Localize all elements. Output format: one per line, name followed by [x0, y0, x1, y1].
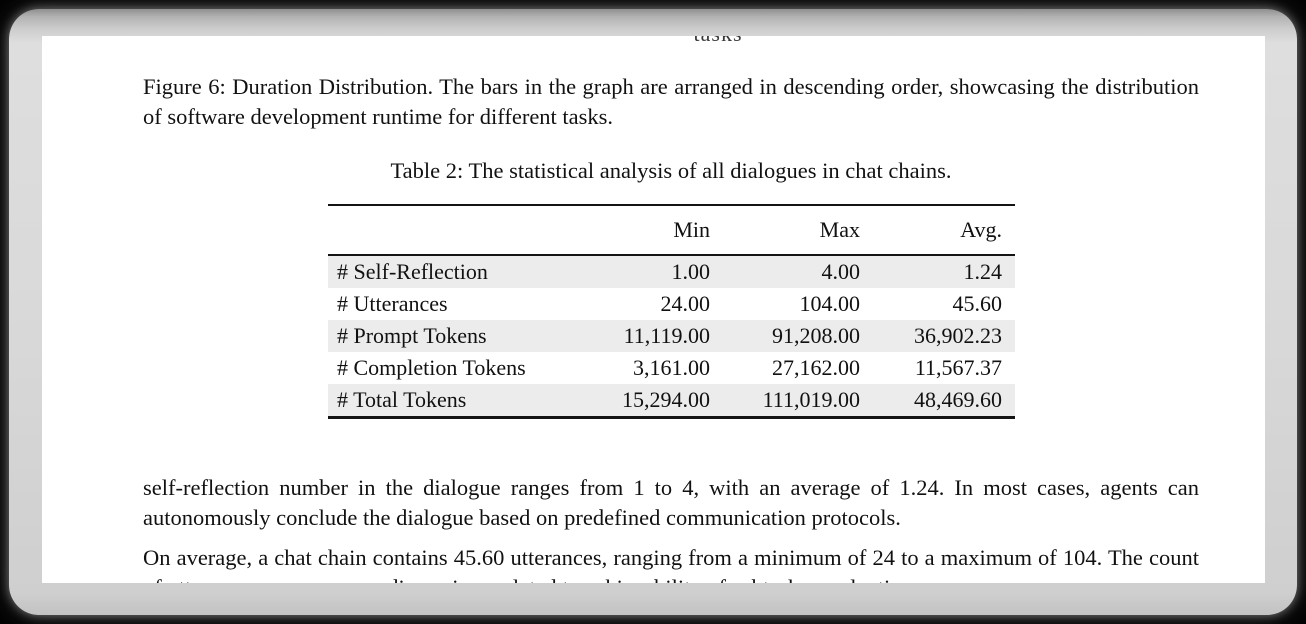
stats-table: Min Max Avg. # Self-Reflection 1.00 4.00… — [328, 204, 1015, 419]
column-header-blank — [328, 205, 568, 256]
table-row: # Utterances 24.00 104.00 45.60 — [328, 288, 1015, 320]
cell-min: 11,119.00 — [623, 323, 710, 348]
clipped-figure-axis-label: tasks — [648, 36, 788, 47]
table-caption: Table 2: The statistical analysis of all… — [390, 158, 952, 183]
cell-min: 24.00 — [660, 291, 711, 316]
table-header-row: Min Max Avg. — [328, 205, 1015, 256]
table-row: # Completion Tokens 3,161.00 27,162.00 1… — [328, 352, 1015, 384]
cell-max: 27,162.00 — [772, 355, 860, 380]
row-label: # Total Tokens — [337, 387, 467, 412]
cell-avg: 45.60 — [952, 291, 1003, 316]
cell-avg: 36,902.23 — [914, 323, 1002, 348]
body-paragraph-clipped: On average, a chat chain contains 45.60 … — [143, 545, 1199, 583]
table-row: # Total Tokens 15,294.00 111,019.00 48,4… — [328, 384, 1015, 418]
cell-min: 1.00 — [671, 259, 711, 284]
table-row: # Self-Reflection 1.00 4.00 1.24 — [328, 255, 1015, 288]
cell-min: 3,161.00 — [633, 355, 710, 380]
column-header-min: Min — [568, 205, 723, 256]
figure-caption: Figure 6: Duration Distribution. The bar… — [143, 74, 1199, 129]
cell-max: 104.00 — [799, 291, 861, 316]
column-header-avg: Avg. — [873, 205, 1015, 256]
cell-max: 91,208.00 — [772, 323, 860, 348]
row-label: # Self-Reflection — [337, 259, 488, 284]
row-label: # Prompt Tokens — [337, 323, 487, 348]
cell-max: 4.00 — [821, 259, 861, 284]
cell-avg: 11,567.37 — [914, 355, 1002, 380]
cell-max: 111,019.00 — [762, 387, 860, 412]
cell-avg: 1.24 — [963, 259, 1003, 284]
body-paragraph: self-reflection number in the dialogue r… — [143, 475, 1199, 530]
cell-avg: 48,469.60 — [914, 387, 1002, 412]
row-label: # Utterances — [337, 291, 448, 316]
document-page: tasks Figure 6: Duration Distribution. T… — [42, 36, 1265, 583]
table-row: # Prompt Tokens 11,119.00 91,208.00 36,9… — [328, 320, 1015, 352]
column-header-max: Max — [723, 205, 873, 256]
cell-min: 15,294.00 — [622, 387, 710, 412]
row-label: # Completion Tokens — [337, 355, 526, 380]
